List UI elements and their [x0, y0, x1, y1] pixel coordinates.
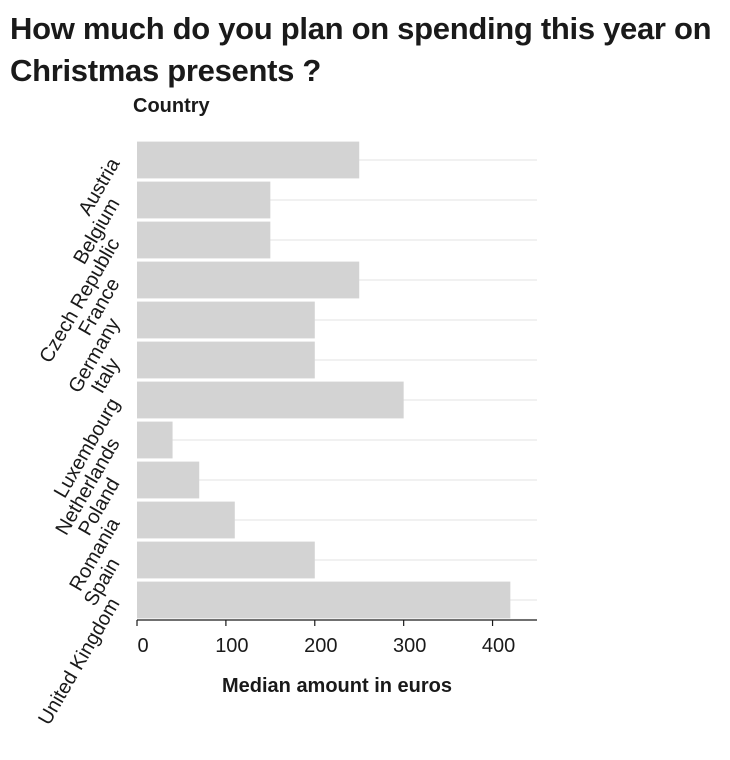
x-tick-label: 200: [304, 635, 337, 657]
x-tick-label: 300: [393, 635, 426, 657]
chart-title: How much do you plan on spending this ye…: [10, 11, 712, 88]
bar: [137, 461, 200, 499]
x-tick-label: 400: [482, 635, 515, 657]
bar: [137, 261, 360, 299]
bar: [137, 221, 271, 259]
category-label: United Kingdom: [34, 595, 124, 729]
bar: [137, 181, 271, 219]
bar: [137, 541, 315, 579]
bar: [137, 381, 404, 419]
bar: [137, 581, 511, 619]
y-axis-label: Country: [133, 95, 210, 117]
x-axis-label: Median amount in euros: [221, 675, 453, 697]
bar: [137, 421, 173, 459]
bar: [137, 301, 315, 339]
bar: [137, 501, 235, 539]
bar: [137, 341, 315, 379]
bar: [137, 141, 360, 179]
x-tick-label: 100: [215, 635, 248, 657]
x-tick-label: 0: [137, 635, 148, 657]
